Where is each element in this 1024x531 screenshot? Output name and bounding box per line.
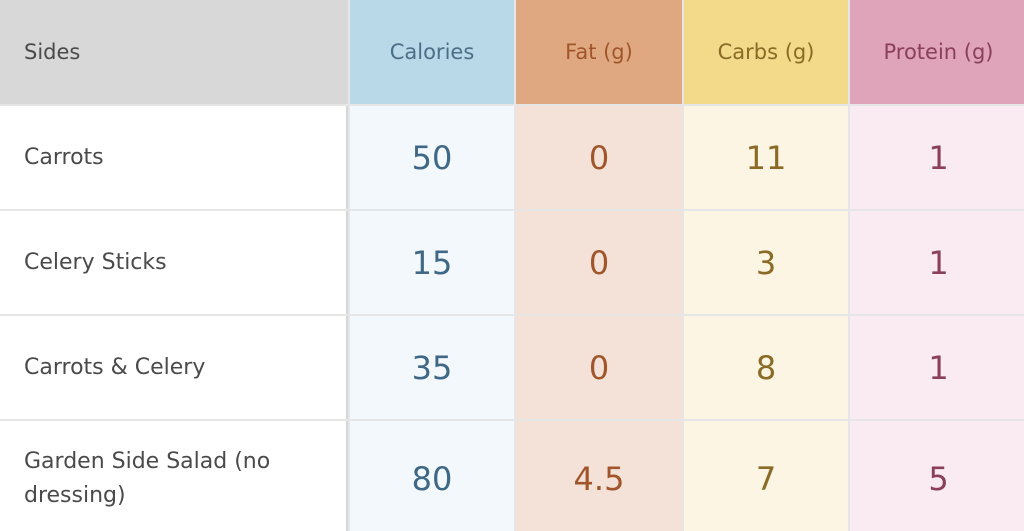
row-fat: 0 (516, 316, 682, 419)
row-carbs: 11 (684, 106, 848, 209)
row-side-name: Carrots (0, 106, 348, 209)
header-fat: Fat (g) (516, 0, 682, 104)
row-protein: 1 (850, 211, 1024, 314)
row-fat: 0 (516, 211, 682, 314)
row-fat: 4.5 (516, 421, 682, 531)
header-protein: Protein (g) (850, 0, 1024, 104)
row-protein: 1 (850, 316, 1024, 419)
header-carbs: Carbs (g) (684, 0, 848, 104)
row-carbs: 8 (684, 316, 848, 419)
row-carbs: 7 (684, 421, 848, 531)
row-side-name: Garden Side Salad (no dressing) (0, 421, 348, 531)
row-calories: 50 (350, 106, 514, 209)
row-calories: 15 (350, 211, 514, 314)
row-calories: 35 (350, 316, 514, 419)
header-sides: Sides (0, 0, 348, 104)
row-fat: 0 (516, 106, 682, 209)
row-calories: 80 (350, 421, 514, 531)
row-side-name: Carrots & Celery (0, 316, 348, 419)
row-side-name: Celery Sticks (0, 211, 348, 314)
row-carbs: 3 (684, 211, 848, 314)
header-calories: Calories (350, 0, 514, 104)
row-protein: 1 (850, 106, 1024, 209)
row-protein: 5 (850, 421, 1024, 531)
